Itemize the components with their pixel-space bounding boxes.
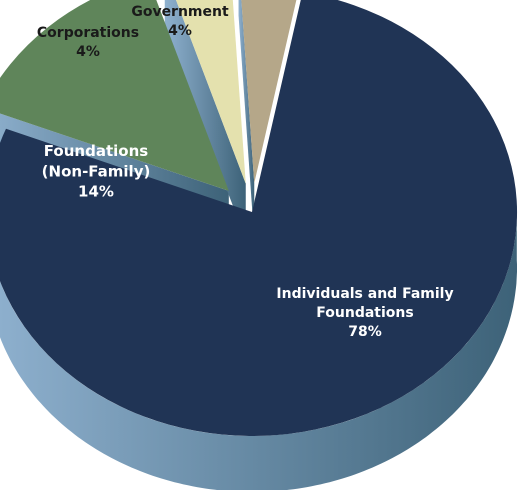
pie-tops — [0, 0, 518, 436]
slice-name-label: Individuals and Family — [276, 286, 453, 302]
slice-value-label: 4% — [168, 23, 192, 39]
slice-label: Corporations 4% — [37, 25, 139, 60]
slice-value-label: 14% — [78, 183, 114, 201]
slice-label: Government 4% — [131, 4, 229, 39]
pie-slice — [175, 0, 246, 184]
pie-slice — [0, 0, 229, 191]
slice-name-label: Government — [131, 4, 229, 20]
slice-label: Individuals and Family Foundations 78% — [276, 286, 453, 340]
slice-name-label: (Non-Family) — [42, 162, 151, 180]
slice-name-label: Foundations — [316, 305, 413, 321]
slice-label: Foundations (Non-Family) 14% — [42, 142, 151, 201]
pie-slice-cut-wall — [164, 0, 246, 240]
pie-slice — [0, 0, 518, 436]
slice-value-label: 4% — [76, 44, 100, 60]
pie-labels: Individuals and Family Foundations 78% Foun… — [37, 4, 454, 340]
pie-slice-cut-wall — [238, 0, 255, 240]
slice-name-label: Foundations — [44, 142, 148, 160]
pie-slice — [241, 0, 297, 184]
pie-slice-side — [0, 204, 517, 492]
slice-name-label: Corporations — [37, 25, 139, 41]
slice-value-label: 78% — [348, 324, 382, 340]
